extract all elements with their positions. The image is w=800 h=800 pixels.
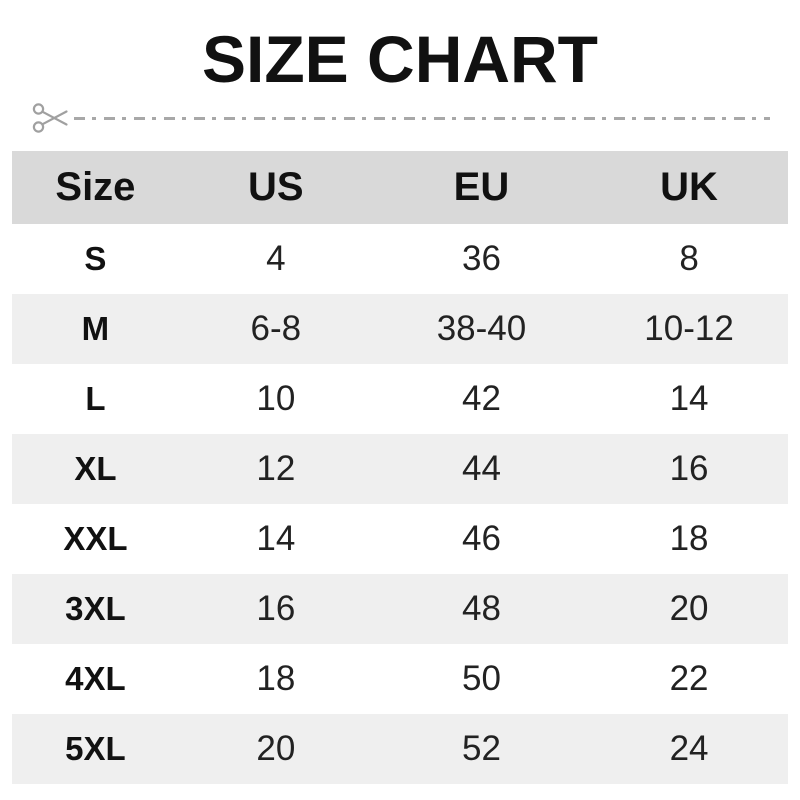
column-header-us: US <box>248 165 304 209</box>
table-row: M 6-8 38-40 10-12 <box>12 294 788 364</box>
size-value-cell: 18 <box>669 519 709 558</box>
table-header-row: Size US EU UK <box>12 151 788 224</box>
size-value-cell: 50 <box>461 659 501 698</box>
column-header-uk: UK <box>660 165 718 209</box>
size-value-cell: 42 <box>461 379 501 418</box>
table-row: 3XL 16 48 20 <box>12 574 788 644</box>
size-table-body: S 4 36 8 M 6-8 38-40 10-12 L 10 42 14 XL 12 44 16 XXL 14 4… <box>12 224 788 784</box>
size-label-cell: 3XL <box>65 590 126 627</box>
size-value-cell: 16 <box>256 589 296 628</box>
size-value-cell: 38-40 <box>436 309 527 348</box>
table-row: XXL 14 46 18 <box>12 504 788 574</box>
size-label-cell: M <box>81 310 110 347</box>
table-row: L 10 42 14 <box>12 364 788 434</box>
size-value-cell: 16 <box>669 449 709 488</box>
size-value-cell: 44 <box>461 449 501 488</box>
size-value-cell: 8 <box>679 239 699 278</box>
size-value-cell: 6-8 <box>250 309 302 348</box>
size-value-cell: 48 <box>461 589 501 628</box>
size-value-cell: 20 <box>256 729 296 768</box>
size-label-cell: L <box>85 380 106 417</box>
cut-line <box>32 100 770 136</box>
table-row: 5XL 20 52 24 <box>12 714 788 784</box>
size-value-cell: 10 <box>256 379 296 418</box>
size-label-cell: S <box>84 240 107 277</box>
size-value-cell: 24 <box>669 729 709 768</box>
size-value-cell: 4 <box>266 239 286 278</box>
size-label-cell: 5XL <box>65 730 126 767</box>
size-value-cell: 18 <box>256 659 296 698</box>
table-row: XL 12 44 16 <box>12 434 788 504</box>
column-header-size: Size <box>55 165 136 209</box>
size-value-cell: 46 <box>461 519 501 558</box>
table-row: 4XL 18 50 22 <box>12 644 788 714</box>
size-value-cell: 52 <box>461 729 501 768</box>
size-value-cell: 36 <box>461 239 501 278</box>
size-value-cell: 22 <box>669 659 709 698</box>
dashed-cut-line <box>74 116 770 120</box>
size-table: Size US EU UK S 4 36 8 M 6-8 38-40 10-12 L 10 42 14 XL 1… <box>12 151 788 784</box>
size-value-cell: 12 <box>256 449 296 488</box>
column-header-eu: EU <box>453 165 510 209</box>
table-row: S 4 36 8 <box>12 224 788 294</box>
size-value-cell: 14 <box>256 519 296 558</box>
size-value-cell: 20 <box>669 589 709 628</box>
size-label-cell: 4XL <box>65 660 126 697</box>
page-title: SIZE CHART <box>202 22 598 96</box>
size-value-cell: 14 <box>669 379 709 418</box>
size-value-cell: 10-12 <box>644 309 734 348</box>
size-label-cell: XXL <box>63 520 128 557</box>
scissors-icon <box>32 103 68 133</box>
size-label-cell: XL <box>74 450 117 487</box>
